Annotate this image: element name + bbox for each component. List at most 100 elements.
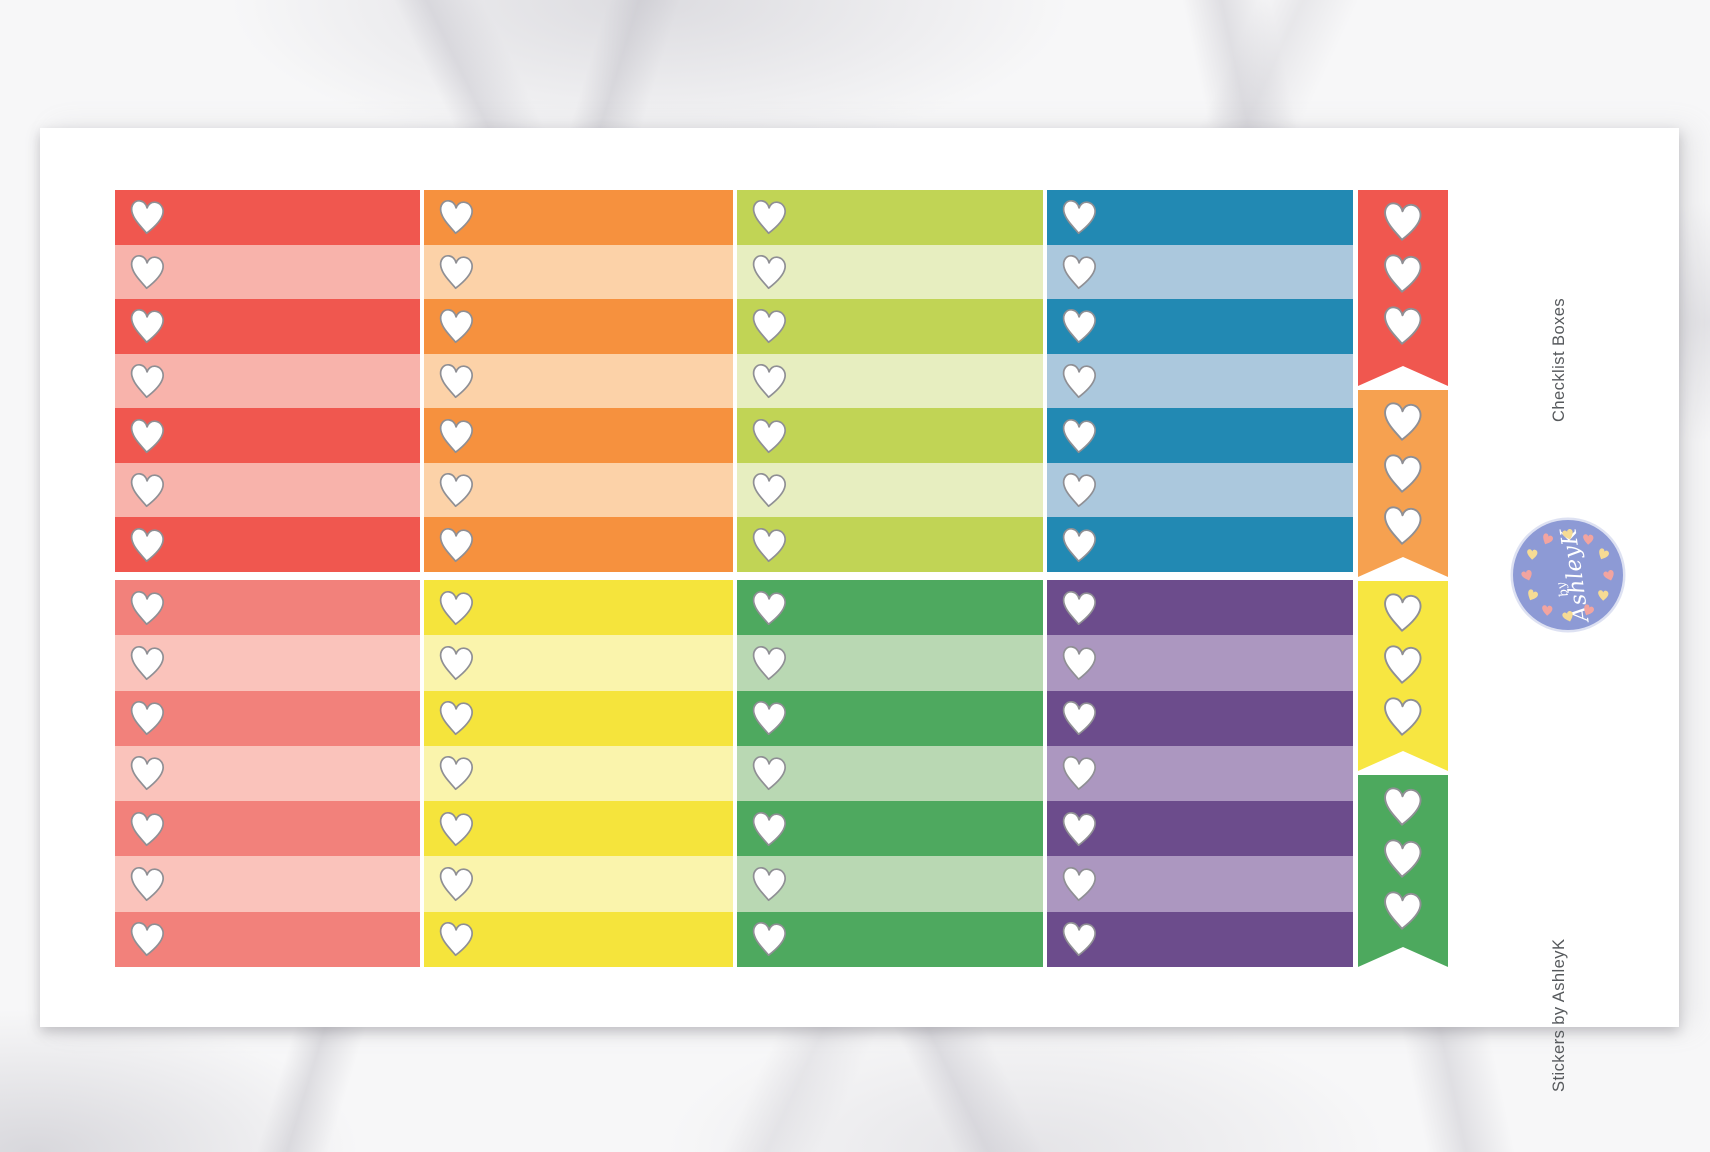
heart-checkbox-icon	[130, 867, 164, 902]
heart-checkbox-icon	[1380, 590, 1427, 635]
heart-checkbox-icon	[439, 645, 473, 680]
heart-checkbox-icon	[439, 309, 473, 344]
checklist-box-sticker	[737, 580, 1043, 636]
heart-checkbox-icon	[439, 701, 473, 736]
checklist-section-bottom	[115, 580, 1353, 967]
heart-checkbox-icon	[752, 364, 786, 399]
logo-ring-heart-icon	[1560, 526, 1577, 543]
heart-checkbox-icon	[1380, 694, 1427, 739]
heart-icon	[1561, 610, 1573, 622]
checklist-box-sticker	[1047, 190, 1353, 245]
checklist-box-sticker	[424, 190, 733, 245]
heart-checkbox-icon	[1062, 756, 1096, 791]
checklist-box-sticker	[115, 580, 420, 636]
heart-icon	[1602, 569, 1614, 581]
checklist-box-sticker	[115, 299, 420, 354]
checklist-box-sticker	[115, 462, 420, 518]
brand-label: Stickers by AshleyK	[1550, 938, 1568, 1092]
flag-sticker-column	[1358, 190, 1448, 967]
heart-checkbox-icon	[752, 418, 786, 453]
heart-checkbox-icon	[439, 590, 473, 625]
heart-checkbox-icon	[1380, 836, 1427, 881]
product-title-label: Checklist Boxes	[1550, 297, 1568, 422]
heart-icon	[1542, 605, 1553, 616]
heart-checkbox-icon	[1062, 867, 1096, 902]
checklist-box-sticker	[115, 856, 420, 912]
heart-icon	[1561, 528, 1573, 540]
heart-icon	[1527, 549, 1538, 560]
checklist-box-sticker	[115, 353, 420, 409]
flag-sticker-yellow	[1358, 581, 1448, 771]
logo-ring-heart-icon	[1524, 587, 1541, 604]
checklist-box-sticker	[1047, 580, 1353, 636]
checklist-box-sticker	[115, 801, 420, 857]
checklist-box-sticker	[424, 635, 733, 691]
checklist-box-sticker	[1047, 517, 1353, 573]
flag-sticker-green	[1358, 775, 1448, 967]
heart-checkbox-icon	[130, 811, 164, 846]
logo-ring-heart-icon	[1597, 589, 1610, 602]
checklist-box-sticker	[424, 353, 733, 409]
heart-checkbox-icon	[1380, 888, 1427, 933]
heart-checkbox-icon	[130, 200, 164, 235]
heart-checkbox-icon	[1380, 503, 1427, 548]
checklist-box-sticker	[1047, 911, 1353, 967]
heart-checkbox-icon	[130, 364, 164, 399]
logo-ring-heart-icon	[1601, 567, 1618, 584]
brand-logo-badge: by AshleyK	[1513, 520, 1623, 630]
heart-checkbox-icon	[1062, 473, 1096, 508]
heart-checkbox-icon	[439, 254, 473, 289]
heart-checkbox-icon	[439, 473, 473, 508]
checklist-box-sticker	[1047, 353, 1353, 409]
checklist-box-sticker	[115, 690, 420, 746]
checklist-box-sticker	[1047, 244, 1353, 300]
checklist-column-red	[115, 190, 420, 573]
checklist-box-sticker	[115, 408, 420, 463]
heart-checkbox-icon	[439, 200, 473, 235]
heart-checkbox-icon	[130, 590, 164, 625]
checklist-column-yellow	[424, 580, 733, 967]
checklist-column-blue	[1047, 190, 1353, 573]
logo-ring-heart-icon	[1580, 602, 1597, 619]
heart-checkbox-icon	[1062, 590, 1096, 625]
heart-checkbox-icon	[439, 922, 473, 957]
heart-icon	[1543, 533, 1553, 545]
heart-checkbox-icon	[752, 527, 786, 562]
checklist-box-sticker	[424, 580, 733, 636]
heart-checkbox-icon	[752, 473, 786, 508]
checklist-box-sticker	[737, 911, 1043, 967]
checklist-box-sticker	[424, 856, 733, 912]
logo-ring-heart-icon	[1560, 608, 1577, 625]
heart-checkbox-icon	[752, 590, 786, 625]
heart-checkbox-icon	[439, 811, 473, 846]
heart-checkbox-icon	[439, 364, 473, 399]
heart-icon	[1598, 590, 1609, 601]
checklist-box-sticker	[737, 244, 1043, 300]
checklist-box-sticker	[424, 801, 733, 857]
checklist-column-purple	[1047, 580, 1353, 967]
heart-checkbox-icon	[1380, 399, 1427, 444]
checklist-box-sticker	[737, 856, 1043, 912]
checklist-box-sticker	[424, 244, 733, 300]
heart-checkbox-icon	[1380, 784, 1427, 829]
logo-ring-heart-icon	[1582, 533, 1595, 546]
checklist-column-green	[737, 580, 1043, 967]
heart-checkbox-icon	[752, 200, 786, 235]
checklist-box-sticker	[424, 462, 733, 518]
logo-ring-heart-icon	[1539, 531, 1556, 548]
heart-checkbox-icon	[439, 527, 473, 562]
heart-checkbox-icon	[1062, 418, 1096, 453]
checklist-box-sticker	[1047, 856, 1353, 912]
logo-ring-heart-icon	[1541, 604, 1554, 617]
heart-checkbox-icon	[130, 254, 164, 289]
heart-checkbox-icon	[752, 756, 786, 791]
checklist-box-sticker	[737, 517, 1043, 573]
heart-icon	[1528, 589, 1538, 601]
heart-checkbox-icon	[752, 309, 786, 344]
checklist-box-sticker	[424, 299, 733, 354]
checklist-column-salmon	[115, 580, 420, 967]
heart-checkbox-icon	[1062, 811, 1096, 846]
heart-checkbox-icon	[130, 473, 164, 508]
checklist-column-lime	[737, 190, 1043, 573]
checklist-box-sticker	[737, 801, 1043, 857]
